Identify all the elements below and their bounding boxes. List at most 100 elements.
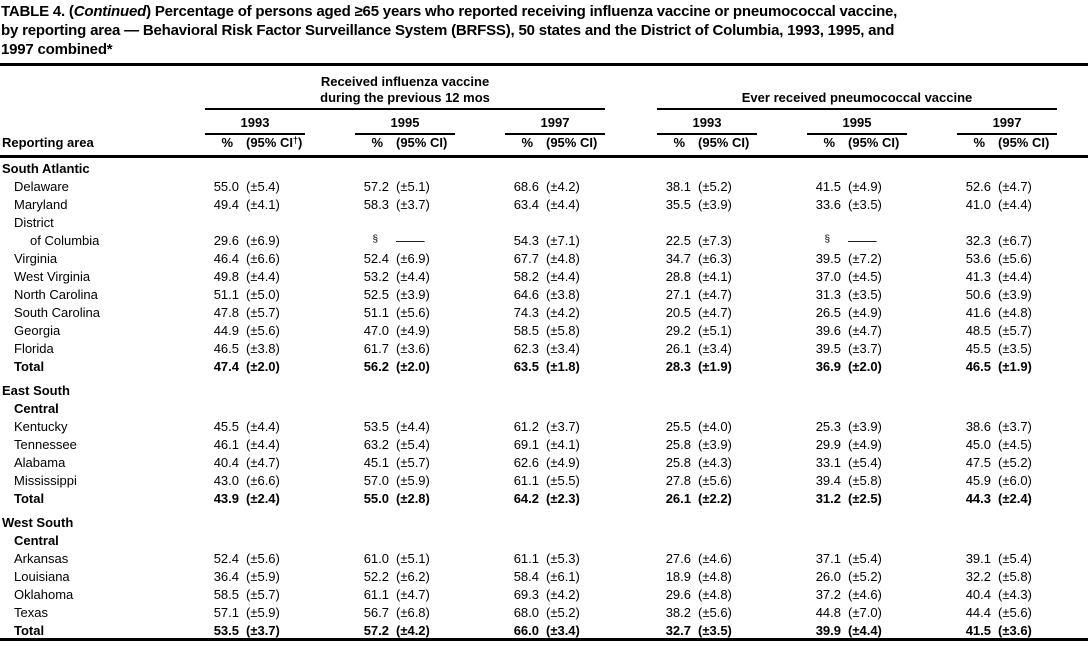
pct-cell: 52.5 <box>355 284 389 302</box>
pct-cell: 46.5 <box>205 338 239 356</box>
ci-value: (±3.9) <box>848 419 882 434</box>
ci-value: (±3.7) <box>246 623 280 638</box>
table-row: North Carolina 51.1 (±5.0) 52.5 (±3.9) 64.6 (±… <box>0 284 1088 302</box>
pct-value: 39.4 <box>815 473 842 488</box>
pct-cell: 53.2 <box>355 266 389 284</box>
spacer-cell <box>455 157 505 177</box>
pct-header: % <box>957 134 992 158</box>
spacer-cell <box>305 302 355 320</box>
ci-value: (±3.9) <box>998 287 1032 302</box>
spacer-cell <box>305 434 355 452</box>
spacer-cell <box>455 398 505 416</box>
spacer-cell <box>605 230 657 248</box>
pct-cell <box>505 212 539 230</box>
spacer-cell <box>605 302 657 320</box>
pct-value: 22.5 <box>665 233 692 248</box>
pct-cell: 57.2 <box>355 176 389 194</box>
ci-cell: (±4.4) <box>239 416 305 434</box>
ci-cell: (±4.8) <box>691 584 757 602</box>
ci-cell: (±5.3) <box>539 548 605 566</box>
pct-value: 56.7 <box>363 605 389 620</box>
pct-cell: 47.8 <box>205 302 239 320</box>
pct-cell <box>205 398 239 416</box>
ci-cell: (±5.2) <box>991 452 1057 470</box>
ci-value: (±7.2) <box>848 251 882 266</box>
spacer-cell <box>757 620 807 640</box>
pct-cell <box>807 530 841 548</box>
table-row: Texas 57.1 (±5.9) 56.7 (±6.8) 68.0 (±5.2) 38.2 (… <box>0 602 1088 620</box>
area-label: Texas <box>14 605 48 620</box>
ci-cell: (±3.8) <box>539 284 605 302</box>
ci-value: (±5.9) <box>246 569 280 584</box>
pct-cell: 33.6 <box>807 194 841 212</box>
pct-value: 58.4 <box>513 569 539 584</box>
pct-cell <box>355 398 389 416</box>
ci-cell: (±4.4) <box>841 620 907 640</box>
ci-cell <box>841 530 907 548</box>
spacer-cell <box>1057 434 1088 452</box>
spacer-cell <box>455 620 505 640</box>
pct-value: 61.0 <box>363 551 389 566</box>
ci-value: (±4.8) <box>546 251 580 266</box>
ci-value: (±6.7) <box>998 233 1032 248</box>
pct-value: 63.2 <box>363 437 389 452</box>
ci-value: (±4.7) <box>998 179 1032 194</box>
ci-value: (±4.4) <box>246 419 280 434</box>
pct-cell: 52.4 <box>355 248 389 266</box>
pct-cell: 56.7 <box>355 602 389 620</box>
spacer-cell <box>305 338 355 356</box>
pct-value: 57.2 <box>363 179 389 194</box>
ci-cell: (±3.6) <box>389 338 455 356</box>
ci-cell: (±6.6) <box>239 470 305 488</box>
spacer-cell <box>1057 320 1088 338</box>
pct-cell: 63.4 <box>505 194 539 212</box>
spacer-cell <box>455 530 505 548</box>
pct-cell: 26.0 <box>807 566 841 584</box>
pct-cell: 26.1 <box>657 488 691 506</box>
ci-cell: (±4.7) <box>691 284 757 302</box>
pct-cell <box>205 506 239 530</box>
pct-value: 44.9 <box>213 323 239 338</box>
pct-cell <box>657 157 691 177</box>
ci-value: (±3.4) <box>698 341 732 356</box>
pct-cell: 54.3 <box>505 230 539 248</box>
pct-cell: 68.0 <box>505 602 539 620</box>
table-body: South Atlantic Delaware 55.0 (±5.4) 57.2 (±5.… <box>0 157 1088 640</box>
ci-value: (±2.0) <box>848 359 882 374</box>
pct-cell: 25.8 <box>657 434 691 452</box>
ci-cell: (±5.2) <box>841 566 907 584</box>
spacer-cell <box>605 338 657 356</box>
ci-cell: (±3.9) <box>991 284 1057 302</box>
ci-cell <box>691 212 757 230</box>
pct-value: 25.8 <box>665 455 692 470</box>
pct-cell: 51.1 <box>355 302 389 320</box>
pct-value: 52.4 <box>363 251 389 266</box>
spacer-cell <box>907 584 957 602</box>
ci-value: (±3.9) <box>698 197 732 212</box>
spacer-cell <box>907 530 957 548</box>
spacer-cell <box>757 176 807 194</box>
spacer-cell <box>1057 157 1088 177</box>
ci-cell: (±5.4) <box>991 548 1057 566</box>
ci-value: (±4.6) <box>698 551 732 566</box>
pct-cell: § <box>807 230 841 248</box>
pct-cell: 53.5 <box>205 620 239 640</box>
spacer-cell <box>455 434 505 452</box>
spacer-cell <box>455 356 505 374</box>
pct-cell: 39.5 <box>807 338 841 356</box>
ci-cell: (±6.6) <box>239 248 305 266</box>
ci-value: (±4.2) <box>546 305 580 320</box>
ci-cell <box>841 398 907 416</box>
ci-cell: (±5.2) <box>691 176 757 194</box>
spacer-cell <box>907 620 957 640</box>
pct-value: 43.9 <box>213 491 239 506</box>
spacer-cell <box>907 356 957 374</box>
table-row: Oklahoma 58.5 (±5.7) 61.1 (±4.7) 69.3 (±4.2) 29… <box>0 584 1088 602</box>
pct-value: 41.5 <box>815 179 842 194</box>
ci-cell <box>239 398 305 416</box>
spacer-cell <box>305 530 355 548</box>
spacer-cell <box>1057 416 1088 434</box>
pct-cell <box>807 374 841 398</box>
pct-cell <box>957 374 991 398</box>
ci-value: (±4.0) <box>698 419 732 434</box>
